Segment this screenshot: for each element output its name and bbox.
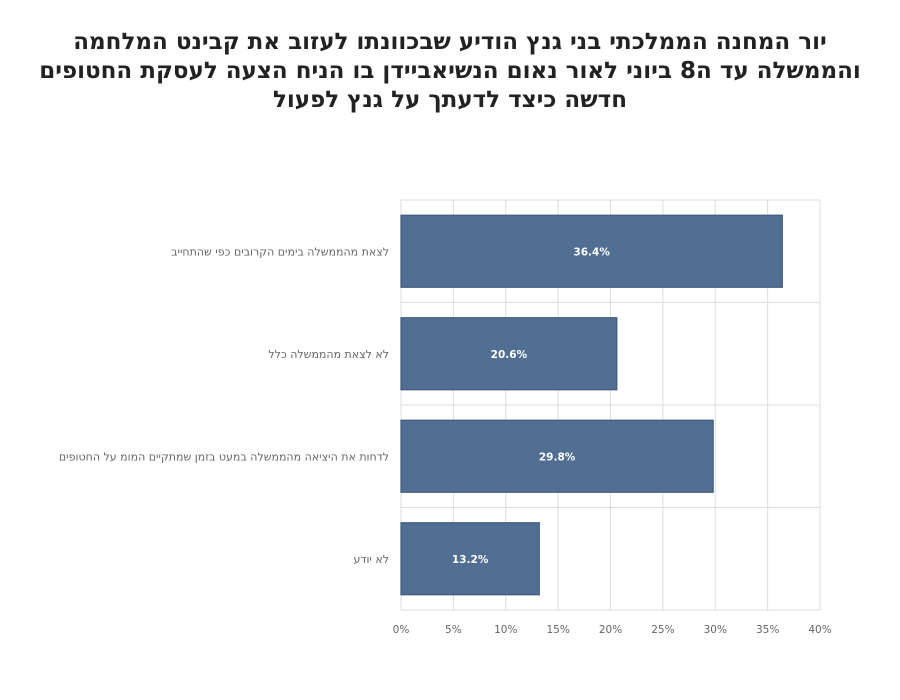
x-axis-tick-labels: 0% 5% 10% 15% 20% 25% 30% 35% 40% xyxy=(393,624,832,636)
category-label: לדחות את היציאה מהממשלה במעט בזמן שמתקיי… xyxy=(59,450,389,463)
chart-title: יור המחנה הממלכתי בני גנץ הודיע שבכוונתו… xyxy=(39,29,861,113)
bar xyxy=(400,214,783,288)
category-label: לא יודע xyxy=(354,553,389,566)
x-tick-label: 10% xyxy=(494,624,517,636)
bar xyxy=(400,522,540,596)
bar xyxy=(400,419,714,493)
x-tick-label: 15% xyxy=(546,624,569,636)
data-label: 29.8% xyxy=(539,451,576,463)
x-tick-label: 25% xyxy=(651,624,674,636)
data-label: 20.6% xyxy=(491,349,528,361)
x-tick-label: 40% xyxy=(808,624,831,636)
bars: 36.4% 20.6% 29.8% 13.2% xyxy=(400,214,783,596)
x-tick-label: 20% xyxy=(599,624,622,636)
data-label: 36.4% xyxy=(573,246,610,258)
x-tick-label: 5% xyxy=(445,624,462,636)
category-label: לצאת מהממשלה בימים הקרובים כפי שהתחייב xyxy=(171,245,389,258)
x-tick-label: 30% xyxy=(704,624,727,636)
category-labels: לצאת מהממשלה בימים הקרובים כפי שהתחייב לא… xyxy=(59,245,389,566)
bar xyxy=(400,317,618,391)
category-label: לא לצאת מהממשלה כלל xyxy=(268,348,389,361)
data-label: 13.2% xyxy=(452,554,489,566)
x-tick-label: 35% xyxy=(756,624,779,636)
x-tick-label: 0% xyxy=(393,624,410,636)
